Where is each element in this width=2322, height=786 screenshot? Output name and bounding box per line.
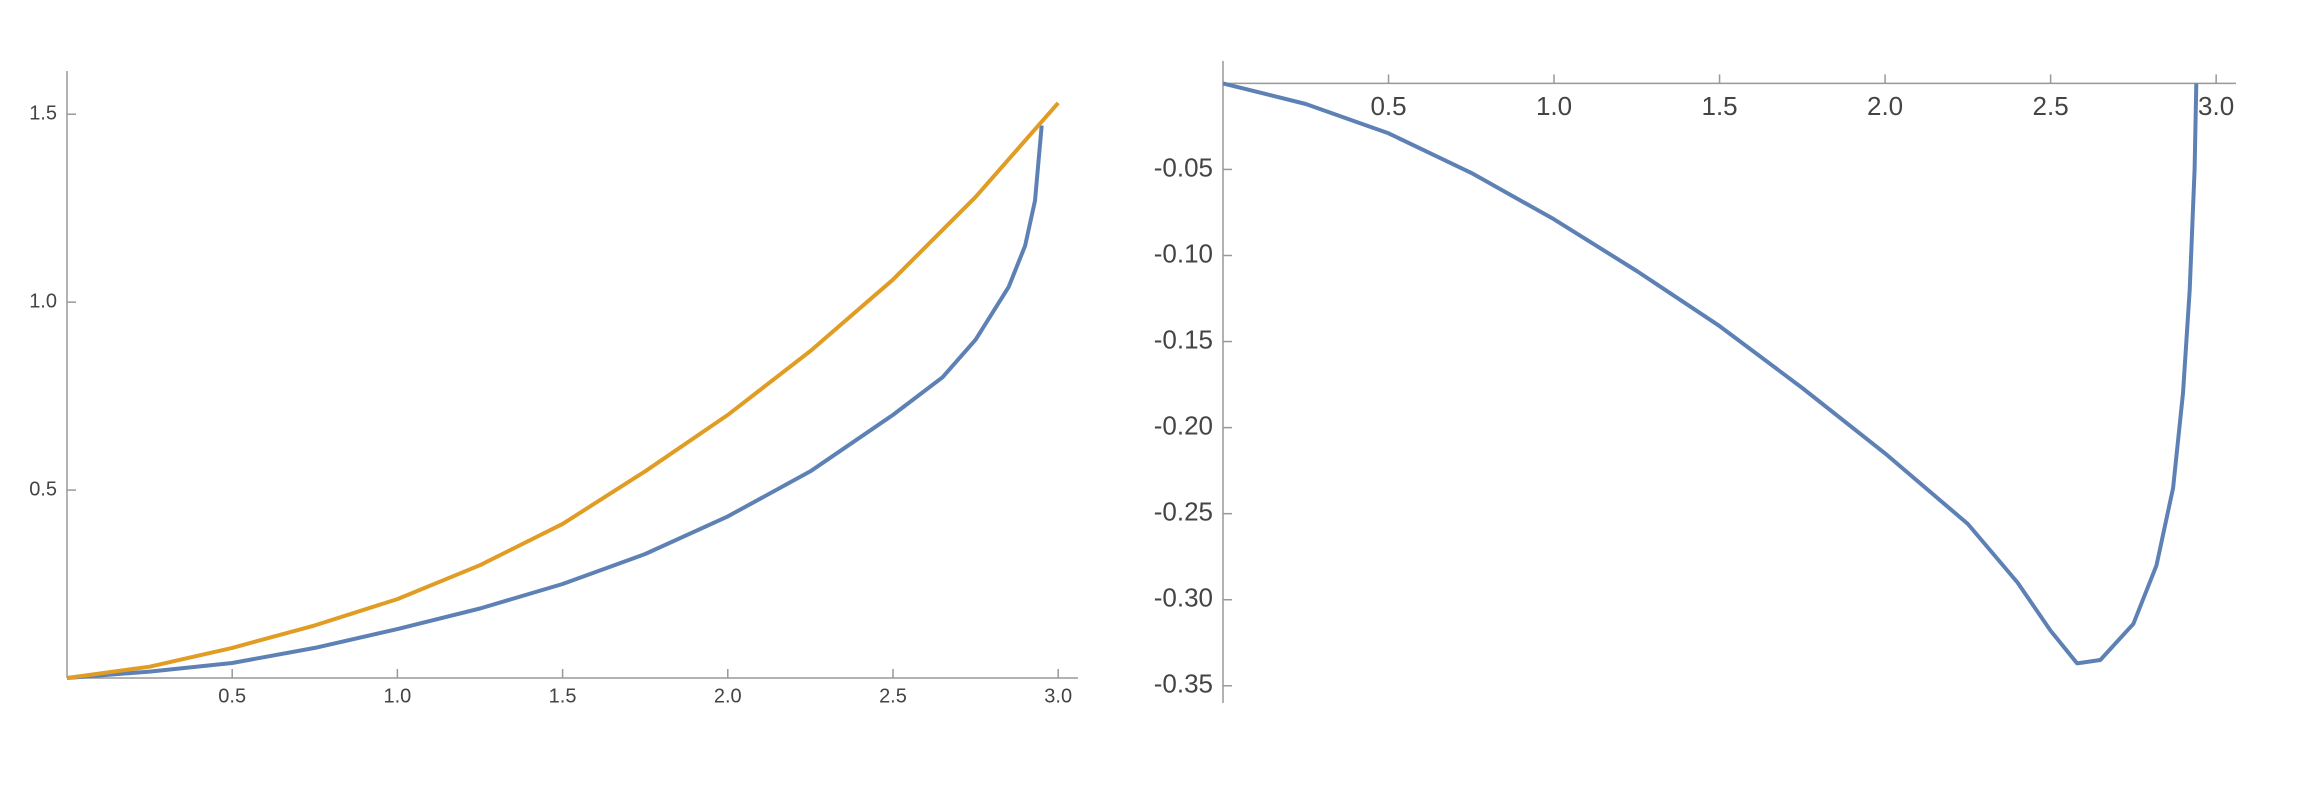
x-tick-label: 2.5 xyxy=(879,685,907,707)
x-tick-label: 1.0 xyxy=(383,685,411,707)
x-tick-label: 2.0 xyxy=(1867,91,1903,121)
x-tick-label: 1.0 xyxy=(1536,91,1572,121)
y-tick-label: -0.35 xyxy=(1154,669,1213,699)
y-tick-label: -0.20 xyxy=(1154,410,1213,440)
x-tick-label: 0.5 xyxy=(1370,91,1406,121)
y-tick-label: -0.25 xyxy=(1154,497,1213,527)
y-tick-label: 0.5 xyxy=(29,478,57,500)
y-tick-label: -0.05 xyxy=(1154,152,1213,182)
line xyxy=(66,125,1044,680)
x-tick-label: 3.0 xyxy=(2198,91,2234,121)
line xyxy=(1222,81,2199,666)
x-tick-label: 1.5 xyxy=(1701,91,1737,121)
x-tick-label: 1.5 xyxy=(549,685,577,707)
y-tick-label: -0.15 xyxy=(1154,324,1213,354)
x-tick-label: 0.5 xyxy=(218,685,246,707)
y-tick-label: 1.5 xyxy=(29,103,57,125)
x-tick-label: 2.5 xyxy=(2033,91,2069,121)
y-tick-label: -0.30 xyxy=(1154,583,1213,613)
x-tick-label: 2.0 xyxy=(714,685,742,707)
y-tick-label: -0.10 xyxy=(1154,238,1213,268)
x-tick-label: 3.0 xyxy=(1044,685,1072,707)
line xyxy=(66,101,1060,680)
y-tick-label: 1.0 xyxy=(29,290,57,312)
